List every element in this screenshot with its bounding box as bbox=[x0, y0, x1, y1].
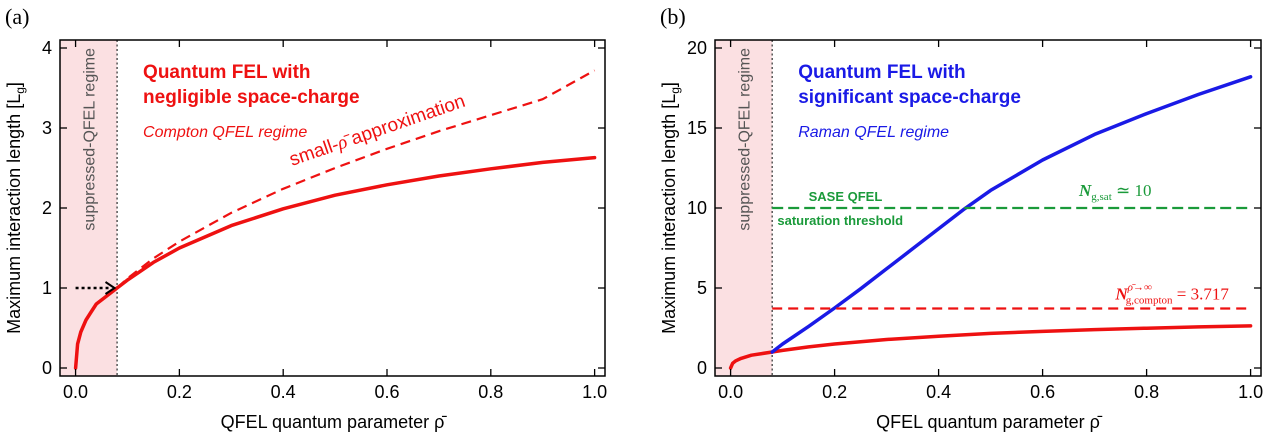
x-tick-label: 1.0 bbox=[582, 382, 607, 402]
annotation-title-line2: negligible space-charge bbox=[143, 87, 359, 108]
x-tick-label: 0.6 bbox=[374, 382, 399, 402]
x-tick-label: 0.0 bbox=[63, 382, 88, 402]
chart-panel-a: suppressed-QFEL regime 0.0 0.2 0.4 0.6 0.8 1.0… bbox=[4, 4, 607, 432]
sat-label-line1: SASE QFEL bbox=[809, 189, 883, 204]
x-tick-label: 0.8 bbox=[1134, 382, 1159, 402]
y-axis-label: Maximum interaction length [Lg] bbox=[4, 82, 27, 334]
series-line-red-solid bbox=[728, 324, 1253, 370]
x-tick-label: 1.0 bbox=[1238, 382, 1263, 402]
y-tick-label: 10 bbox=[687, 198, 707, 218]
x-tick-label: 0.0 bbox=[718, 382, 743, 402]
compton-equation: Nρ̄→∞ g,compton = 3.717 bbox=[1114, 282, 1229, 307]
annotation-subtitle: Raman QFEL regime bbox=[798, 124, 949, 141]
x-tick-label: 0.4 bbox=[926, 382, 951, 402]
arrow-head bbox=[104, 281, 117, 295]
suppressed-regime-shade bbox=[60, 40, 118, 376]
annotation-title-line1: Quantum FEL with bbox=[143, 62, 310, 83]
suppressed-regime-shade bbox=[715, 40, 773, 376]
y-tick-label: 20 bbox=[687, 38, 707, 58]
chart-panel-b: suppressed-QFEL regime 0.0 0.2 0.4 0.6 0.8 1.0… bbox=[659, 4, 1263, 432]
series-group bbox=[728, 75, 1253, 370]
x-tick-label: 0.6 bbox=[1030, 382, 1055, 402]
y-axis-label: Maximum interaction length [Lg] bbox=[659, 82, 682, 334]
x-tick-label: 0.2 bbox=[822, 382, 847, 402]
regime-label: suppressed-QFEL regime bbox=[737, 48, 754, 231]
sat-equation: Ng,sat ≃ 10 bbox=[1078, 181, 1152, 203]
x-tick-label: 0.8 bbox=[478, 382, 503, 402]
series-line-red-dashed bbox=[116, 69, 596, 289]
y-tick-label: 4 bbox=[42, 38, 52, 58]
x-tick-label: 0.2 bbox=[167, 382, 192, 402]
annotation-title-line2: significant space-charge bbox=[798, 87, 1021, 108]
x-axis-label: QFEL quantum parameter ρ̄ bbox=[876, 412, 1103, 432]
y-tick-label: 2 bbox=[42, 198, 52, 218]
annotation-subtitle: Compton QFEL regime bbox=[143, 124, 307, 141]
y-tick-label: 15 bbox=[687, 118, 707, 138]
sat-label-line2: saturation threshold bbox=[777, 213, 903, 228]
x-axis-label: QFEL quantum parameter ρ̄ bbox=[221, 412, 448, 432]
annotation-title-line1: Quantum FEL with bbox=[798, 62, 965, 83]
series-group bbox=[73, 69, 597, 370]
y-tick-label: 3 bbox=[42, 118, 52, 138]
x-tick-label: 0.4 bbox=[271, 382, 296, 402]
y-tick-label: 0 bbox=[42, 358, 52, 378]
series-line-blue-solid bbox=[770, 75, 1253, 354]
panel-label: (a) bbox=[5, 4, 29, 29]
panel-label: (b) bbox=[660, 4, 686, 29]
y-tick-label: 5 bbox=[697, 278, 707, 298]
regime-label: suppressed-QFEL regime bbox=[82, 48, 99, 231]
y-tick-label: 0 bbox=[697, 358, 707, 378]
series-line-red-solid bbox=[73, 155, 597, 370]
y-tick-label: 1 bbox=[42, 278, 52, 298]
